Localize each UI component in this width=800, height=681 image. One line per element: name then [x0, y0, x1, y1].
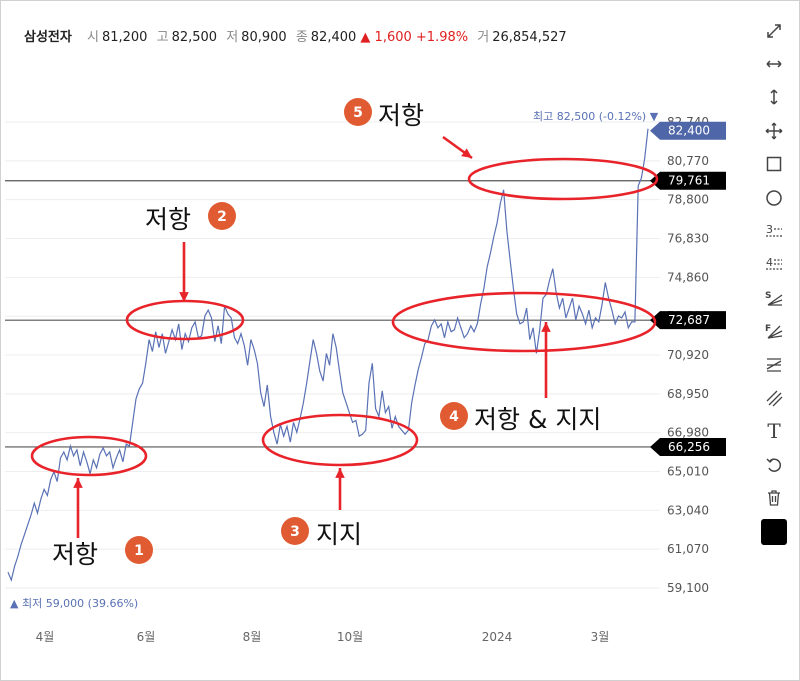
color-swatch[interactable] — [757, 515, 791, 548]
price-line — [7, 128, 649, 583]
x-tick-label: 3월 — [591, 630, 610, 644]
high-label: 고 — [156, 30, 169, 45]
close-value: 82,400 — [310, 30, 357, 45]
annotation-label: 지지 — [316, 520, 362, 549]
channel-icon[interactable] — [757, 348, 791, 381]
y-tick-label: 61,070 — [667, 542, 709, 556]
expand-icon[interactable] — [757, 14, 791, 47]
number-badge — [125, 536, 153, 564]
y-tick-label: 65,010 — [667, 465, 709, 479]
y-tick-label: 76,830 — [667, 232, 709, 246]
number-badge-label: 2 — [217, 209, 227, 225]
close-label: 종 — [295, 30, 308, 45]
highlight-ellipse — [30, 435, 148, 477]
change-value: ▲ 1,600 +1.98% — [360, 30, 469, 45]
y-tick-label: 66,980 — [667, 426, 709, 440]
highlight-ellipse — [391, 291, 657, 353]
y-tick-label: 59,100 — [667, 581, 709, 595]
price-tag-label: 82,400 — [668, 124, 710, 138]
number-badge — [344, 98, 372, 126]
y-tick-label: 63,040 — [667, 503, 709, 517]
vertical-arrows-icon[interactable] — [757, 81, 791, 114]
y-tick-label: 80,770 — [667, 154, 709, 168]
annotation-label: 저항 & 지지 — [474, 405, 601, 434]
volume-value: 26,854,527 — [492, 30, 567, 45]
circle-icon[interactable] — [757, 181, 791, 214]
number-badge-label: 4 — [449, 409, 459, 425]
number-badge-label: 3 — [290, 524, 300, 540]
y-tick-label: 68,950 — [667, 387, 709, 401]
annotation-label: 저항 — [378, 101, 424, 130]
price-tag-label: 66,256 — [668, 440, 710, 454]
fibonacci-4-icon[interactable]: 4 — [757, 248, 791, 281]
arrow-head — [179, 292, 189, 302]
price-tag-label: 79,761 — [668, 174, 710, 188]
move-icon[interactable] — [757, 114, 791, 147]
stock-chart: 82,74080,77078,80076,83074,86072,89070,9… — [5, 98, 726, 644]
arrow-head — [541, 322, 551, 332]
number-badge — [281, 517, 309, 545]
svg-text:3: 3 — [766, 223, 773, 236]
price-tag — [650, 121, 726, 140]
x-tick-label: 6월 — [137, 630, 156, 644]
horizontal-arrows-icon[interactable] — [757, 47, 791, 80]
period-low-label: ▲ 최저 59,000 (39.66%) — [10, 597, 138, 610]
drawing-toolbar: 3 4 S F T — [757, 14, 791, 548]
y-tick-label: 70,920 — [667, 348, 709, 362]
x-tick-label: 4월 — [36, 630, 55, 644]
y-tick-label: 78,800 — [667, 193, 709, 207]
highlight-ellipse — [261, 413, 419, 467]
low-label: 저 — [226, 30, 239, 45]
stock-name: 삼성전자 — [24, 30, 72, 45]
price-header: 삼성전자 시 81,200 고 82,500 저 80,900 종 82,400 ▲ 1… — [24, 26, 567, 45]
annotation-label: 저항 — [145, 205, 191, 234]
price-tag-label: 72,687 — [668, 313, 710, 327]
price-tag — [650, 437, 726, 456]
arrow-head — [73, 478, 83, 488]
number-badge-label: 1 — [134, 543, 144, 559]
parallel-lines-icon[interactable] — [757, 381, 791, 414]
number-badge — [208, 202, 236, 230]
trash-icon[interactable] — [757, 481, 791, 514]
text-icon[interactable]: T — [767, 419, 781, 444]
arrow-head — [461, 148, 472, 158]
fan-icon[interactable]: F — [757, 315, 791, 348]
annotation-label: 저항 — [52, 540, 98, 569]
speed-lines-icon[interactable]: S — [757, 281, 791, 314]
number-badge-label: 5 — [353, 105, 363, 121]
low-value: 80,900 — [241, 30, 287, 45]
open-label: 시 — [86, 30, 99, 45]
rectangle-icon[interactable] — [757, 148, 791, 181]
svg-text:S: S — [765, 291, 771, 301]
svg-text:4: 4 — [766, 256, 773, 269]
high-value: 82,500 — [171, 30, 218, 45]
highlight-ellipse — [467, 157, 659, 201]
svg-text:F: F — [765, 324, 771, 334]
x-tick-label: 10월 — [337, 630, 363, 644]
undo-icon[interactable] — [757, 448, 791, 481]
number-badge — [440, 402, 468, 430]
volume-label: 거 — [477, 30, 490, 45]
open-value: 81,200 — [101, 30, 148, 45]
y-tick-label: 74,860 — [667, 270, 709, 284]
period-high-label: 최고 82,500 (-0.12%) ▼ — [533, 110, 659, 123]
price-tag — [650, 171, 726, 190]
x-tick-label: 2024 — [482, 630, 513, 644]
fibonacci-3-icon[interactable]: 3 — [757, 214, 791, 247]
price-tag — [650, 311, 726, 330]
arrow-head — [335, 468, 345, 478]
x-tick-label: 8월 — [243, 630, 262, 644]
